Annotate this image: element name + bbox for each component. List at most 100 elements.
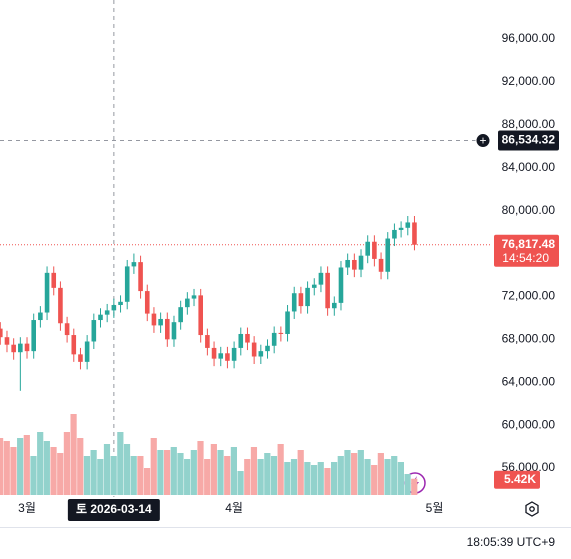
volume-bar: [391, 456, 398, 495]
y-tick-label: 64,000.00: [502, 374, 556, 388]
candle-body: [131, 262, 137, 267]
volume-bar: [257, 459, 264, 495]
volume-bar: [103, 444, 111, 495]
volume-bar: [384, 459, 391, 495]
candle-body: [104, 310, 110, 315]
candle-body: [271, 332, 277, 346]
candle-body: [405, 222, 411, 228]
candle-body: [278, 332, 284, 334]
candle-body: [265, 345, 270, 352]
volume-bar: [351, 453, 358, 495]
volume-bar: [204, 459, 211, 495]
candle-body: [238, 333, 244, 348]
candle-body: [98, 314, 103, 321]
candle-body: [231, 347, 237, 361]
volume-bar: [277, 444, 284, 495]
y-tick-label: 72,000.00: [502, 289, 556, 303]
candle-body: [285, 311, 290, 334]
volume-bar: [123, 444, 131, 495]
volume-bar: [184, 459, 191, 495]
volume-bar: [244, 459, 251, 495]
volume-bar: [117, 432, 124, 495]
candle-body: [205, 335, 210, 348]
last-price-badge: [494, 234, 559, 267]
crosshair-plus: [475, 133, 491, 149]
volume-bar: [270, 456, 278, 495]
volume-bar: [30, 456, 37, 495]
volume-bar: [137, 456, 144, 495]
volume-badge-label: 5.42K: [504, 472, 536, 486]
candle-body: [225, 353, 230, 361]
candle-body: [44, 272, 50, 313]
volume-bar: [10, 447, 17, 495]
candle-body: [71, 335, 77, 355]
candle-body: [178, 307, 183, 323]
candle-body: [318, 272, 324, 285]
volume-bar: [317, 462, 324, 495]
volume-bar: [3, 441, 10, 495]
volume-bar: [364, 459, 371, 495]
volume-bar: [230, 447, 237, 495]
candle-body: [124, 266, 130, 302]
candle-body: [138, 262, 143, 292]
candle-body: [24, 343, 30, 352]
volume-bar: [377, 453, 384, 495]
candle-body: [352, 259, 357, 270]
candle-body: [298, 293, 304, 307]
volume-bar: [290, 459, 298, 495]
y-tick-label: 88,000.00: [502, 117, 556, 131]
x-tick-label: 3월: [18, 501, 36, 515]
candle-body: [325, 272, 330, 309]
volume-bar: [0, 438, 4, 495]
volume-bar: [237, 471, 244, 495]
volume-bar: [63, 432, 70, 495]
crosshair-plus-sign: +: [479, 134, 486, 148]
candle-body: [385, 238, 391, 272]
volume-bar: [331, 462, 338, 495]
candle-body: [38, 312, 43, 321]
candle-body: [171, 322, 177, 340]
candle-body: [358, 255, 364, 270]
candle-body: [144, 291, 150, 314]
volume-bar: [143, 468, 151, 495]
candle-body: [78, 354, 83, 362]
candle-body: [11, 344, 16, 353]
candle-body: [378, 258, 384, 272]
volume-bar: [411, 478, 418, 495]
y-tick-label: 92,000.00: [502, 74, 556, 88]
clock: 18:05:39 UTC+9: [467, 535, 556, 549]
volume-bar: [197, 441, 204, 495]
settings-icon[interactable]: [525, 501, 539, 517]
volume-bar: [264, 453, 271, 495]
candle-body: [165, 318, 170, 340]
candle-body: [245, 333, 250, 343]
candle-body: [31, 320, 36, 352]
candle-body: [158, 318, 163, 326]
candle-body: [311, 284, 317, 288]
volume-bar: [344, 450, 351, 495]
volume-bar: [97, 459, 104, 495]
volume-bar: [110, 456, 117, 495]
volume-bar: [17, 438, 24, 495]
volume-bar: [337, 456, 344, 495]
candle-body: [392, 229, 397, 239]
candle-body: [0, 328, 3, 338]
volume-bar: [77, 438, 84, 495]
volume-bar: [404, 474, 411, 495]
volume-bar: [170, 447, 177, 495]
candle-body: [218, 353, 224, 359]
volume-bar: [130, 456, 137, 495]
y-tick-label: 56,000.00: [502, 460, 556, 474]
candle-body: [332, 302, 337, 309]
volume-bar: [397, 462, 404, 495]
candle-body: [398, 227, 404, 230]
candle-body: [111, 305, 117, 311]
volume-badge: [494, 470, 540, 489]
volume-bar: [90, 450, 97, 495]
candle-body: [58, 287, 63, 324]
volume-bar: [177, 453, 184, 495]
volume-bar: [357, 450, 364, 495]
volume-bar: [50, 447, 57, 495]
candle-body: [151, 313, 157, 326]
